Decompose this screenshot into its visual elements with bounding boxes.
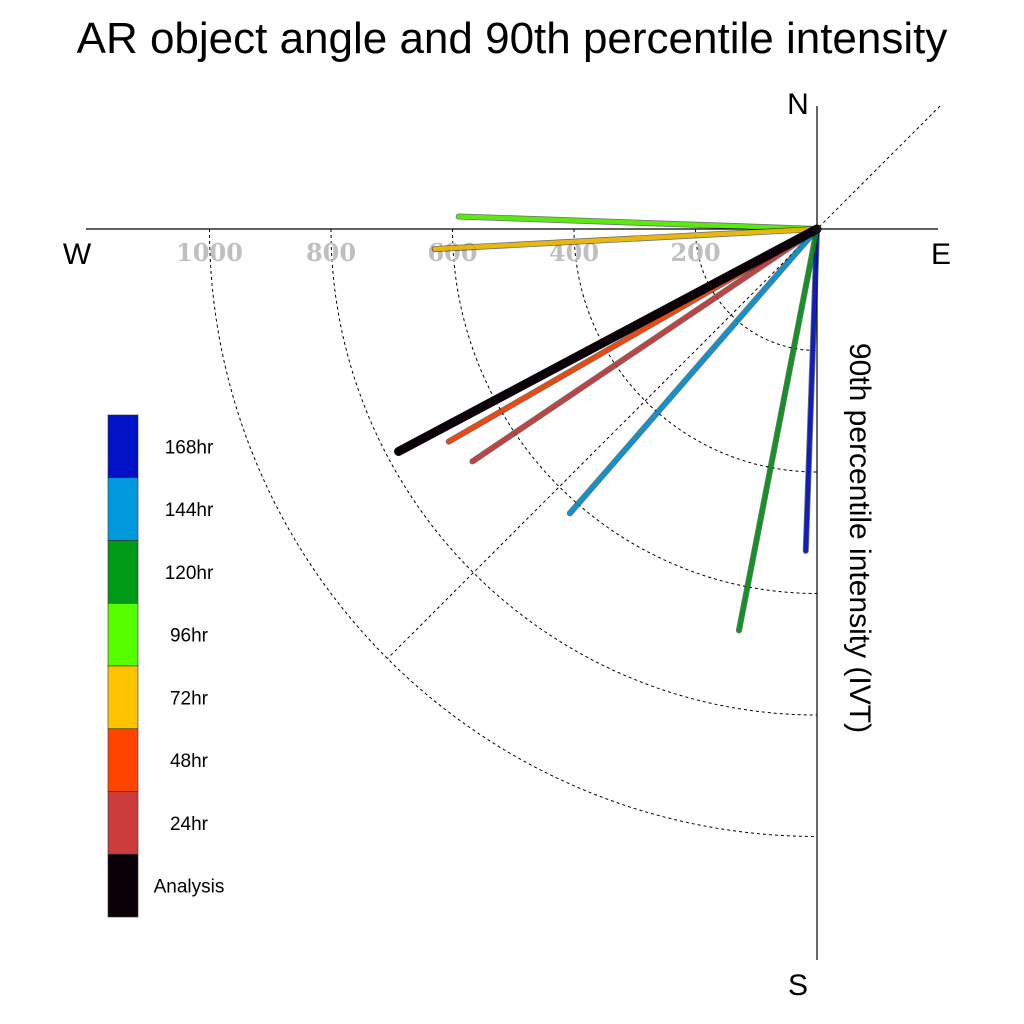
vector-line-168hr [803,226,820,554]
legend-swatch-96hr [107,602,139,667]
legend-swatch-72hr [107,665,139,730]
legend: 168hr 144hr 120hr 96hr 72hr 48hr 24hr Analysis [107,414,225,918]
vector-144hr [566,225,821,517]
legend-label-72hr: 72hr [170,688,209,709]
legend-label-48hr: 48hr [170,751,209,772]
tick-label-200: 200 [670,238,720,267]
vector-line-96hr [456,214,820,232]
grid-ring-600 [452,228,818,594]
legend-swatch-48hr [107,728,139,792]
vector-line-24hr [470,226,820,464]
grid-ring-1000 [209,228,818,837]
grid-ring-400 [573,228,818,473]
legend-label-96hr: 96hr [170,626,209,647]
data-vectors [394,213,822,634]
west-label: W [63,238,92,271]
vector-line-analysis [394,224,822,456]
tick-label-800: 800 [306,238,356,267]
legend-label-144hr: 144hr [165,500,214,521]
diagonal-reference-line [387,105,941,659]
chart-title: AR object angle and 90th percentile inte… [76,14,948,63]
south-label: S [788,969,808,1002]
chart-grid [209,105,941,837]
origin-marker [813,225,821,233]
vector-line-120hr [736,226,820,633]
vector-line-144hr [567,226,820,516]
legend-swatch-120hr [107,540,139,604]
vector-24hr [469,225,821,465]
legend-swatch-144hr [107,477,139,541]
radial-axis-label: 90th percentile intensity (IVT) [843,343,876,733]
legend-label-120hr: 120hr [165,563,214,584]
vector-120hr [735,225,821,634]
tick-label-600: 600 [427,238,477,267]
vector-72hr [431,225,821,253]
legend-swatch-24hr [107,791,139,855]
grid-ring-800 [330,228,818,716]
north-label: N [787,88,809,121]
legend-label-24hr: 24hr [170,814,209,835]
vector-96hr [455,213,821,233]
vector-analysis [394,224,822,456]
east-label: E [931,238,951,271]
vector-line-72hr [432,226,820,252]
legend-label-168hr: 168hr [165,437,214,458]
legend-swatch-analysis [107,853,139,918]
legend-label-analysis: Analysis [154,877,225,898]
tick-label-1000: 1000 [176,238,243,267]
vector-168hr [802,225,821,554]
legend-swatch-168hr [107,414,139,479]
